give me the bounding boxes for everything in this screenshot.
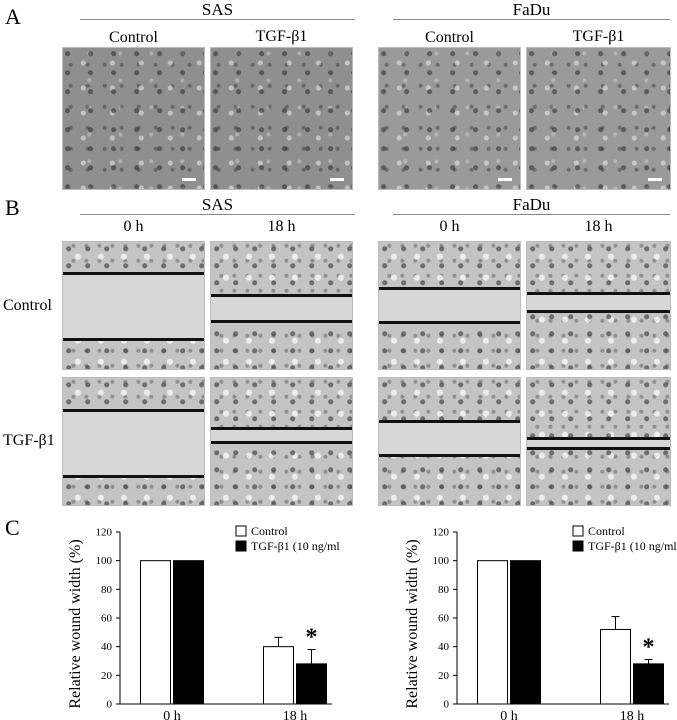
micrograph-a-sas-tgf [210, 47, 353, 190]
x-tick-label: 0 h [500, 709, 518, 720]
scratch-fadu-control-0h [378, 241, 521, 370]
wound-edge-line [527, 292, 670, 295]
y-tick-label: 80 [101, 584, 113, 596]
panel-b-fadu-title: FaDu [512, 195, 551, 214]
wound-edge-line [379, 287, 520, 290]
bar-control-0 [140, 560, 171, 705]
x-tick-label: 0 h [163, 709, 181, 720]
wound-edge-line [63, 272, 204, 275]
panel-a-fadu-control-label: Control [425, 29, 474, 46]
significance-asterisk: * [643, 635, 655, 661]
wound-edge-line [63, 338, 204, 341]
y-tick-label: 120 [96, 527, 113, 539]
micrograph-a-fadu-control [378, 47, 521, 190]
x-tick-label: 18 h [620, 709, 645, 720]
panel-a-fadu-tgf-label: TGF-β1 [572, 28, 625, 45]
wound-edge-line [527, 447, 670, 450]
wound-edge-line [527, 437, 670, 440]
legend-label-control: Control [588, 524, 625, 538]
wound-edge-line [63, 409, 204, 412]
bar-chart-fadu: Relative wound width (%) 0 20 40 60 80 100 120 0… [404, 524, 677, 720]
bar-tgf-1 [296, 663, 327, 705]
bar-tgf-0 [510, 560, 541, 705]
wound-edge-line [527, 310, 670, 313]
wound-edge-line [379, 454, 520, 457]
bar-chart-sas: Relative wound width (%) 0 20 40 60 80 100 120 0… [67, 524, 340, 720]
scale-bar [182, 178, 196, 181]
legend-label-tgf: TGF-β1 (10 ng/ml) [588, 539, 677, 553]
scratch-sas-control-18h [210, 241, 353, 370]
scratch-sas-tgf-18h [210, 377, 353, 506]
panel-a-fadu-rule [393, 19, 670, 20]
bar-tgf-1 [633, 663, 664, 705]
micrograph-a-fadu-tgf [526, 47, 671, 190]
panel-a-sas-tgf-label: TGF-β1 [255, 28, 308, 45]
legend-swatch-tgf [572, 540, 584, 552]
legend-swatch-control [572, 525, 584, 537]
wound-edge-line [211, 441, 352, 444]
panel-a-sas-control-label: Control [109, 29, 158, 46]
bar-control-1 [600, 628, 631, 705]
panel-b-fadu-18h-label: 18 h [584, 218, 613, 235]
y-axis-label: Relative wound width (%) [67, 539, 84, 708]
panel-a-sas-title: SAS [201, 0, 234, 19]
scratch-fadu-control-18h [526, 241, 671, 370]
panel-b-fadu-0h-label: 0 h [439, 218, 460, 235]
y-tick-label: 20 [438, 670, 450, 682]
wound-edge-line [379, 420, 520, 423]
y-tick-label: 0 [444, 699, 450, 711]
scale-bar [330, 178, 344, 181]
panel-a-fadu-title: FaDu [512, 0, 551, 19]
scratch-sas-tgf-0h [62, 377, 205, 506]
scratch-fadu-tgf-18h [526, 377, 671, 506]
y-tick-label: 20 [101, 670, 113, 682]
scratch-fadu-tgf-0h [378, 377, 521, 506]
y-axis-label: Relative wound width (%) [404, 539, 421, 708]
wound-edge-line [63, 475, 204, 478]
panel-b-letter: B [5, 195, 20, 220]
panel-a-sas-rule [80, 19, 355, 20]
wound-edge-line [211, 294, 352, 297]
y-tick-label: 100 [96, 555, 113, 567]
scratch-sas-control-0h [62, 241, 205, 370]
panel-b-fadu-rule [393, 214, 670, 215]
panel-b-row-tgf-label: TGF-β1 [3, 432, 55, 449]
legend-label-tgf: TGF-β1 (10 ng/ml) [251, 539, 340, 553]
panel-b-sas-0h-label: 0 h [123, 218, 144, 235]
micrograph-a-sas-control [62, 47, 205, 190]
panel-b-sas-18h-label: 18 h [267, 218, 296, 235]
bar-control-1 [263, 646, 294, 705]
scale-bar [648, 178, 662, 181]
wound-edge-line [379, 321, 520, 324]
significance-asterisk: * [306, 625, 318, 651]
legend-label-control: Control [251, 524, 288, 538]
legend-swatch-tgf [235, 540, 247, 552]
legend-swatch-control [235, 525, 247, 537]
wound-edge-line [211, 320, 352, 323]
y-tick-label: 80 [438, 584, 450, 596]
y-tick-label: 40 [438, 641, 450, 653]
panel-b-sas-title: SAS [201, 195, 234, 214]
panel-a-letter: A [5, 4, 21, 29]
y-tick-label: 40 [101, 641, 113, 653]
y-tick-label: 0 [107, 699, 113, 711]
y-tick-label: 120 [433, 527, 450, 539]
x-tick-label: 18 h [283, 709, 308, 720]
wound-edge-line [211, 427, 352, 430]
panel-b-sas-rule [80, 214, 355, 215]
panel-c-letter: C [5, 515, 20, 540]
scale-bar [498, 178, 512, 181]
bar-control-0 [477, 560, 508, 705]
y-tick-label: 100 [433, 555, 450, 567]
panel-b-row-control-label: Control [3, 297, 52, 314]
y-tick-label: 60 [101, 613, 113, 625]
y-tick-label: 60 [438, 613, 450, 625]
bar-tgf-0 [173, 560, 204, 705]
